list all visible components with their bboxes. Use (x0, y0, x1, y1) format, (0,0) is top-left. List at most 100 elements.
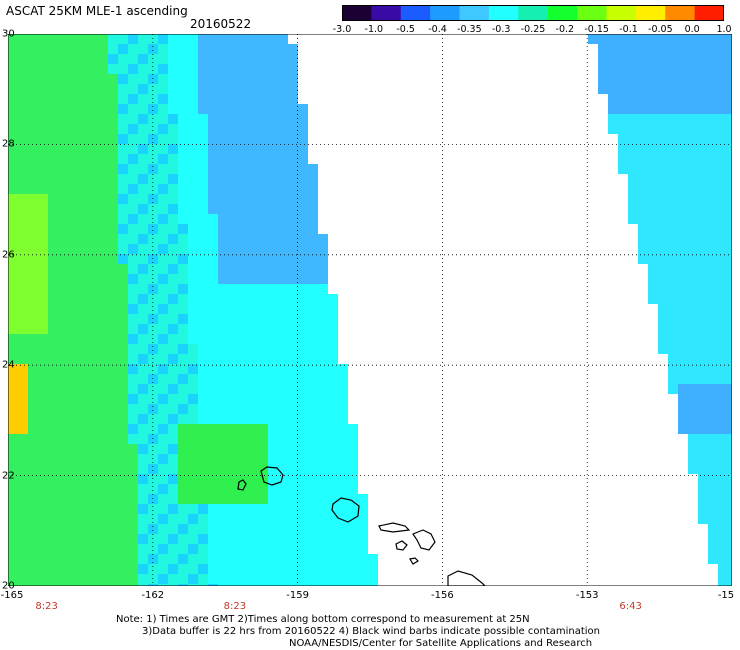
data-cell (698, 384, 708, 394)
data-cell (708, 414, 718, 424)
data-cell (208, 514, 218, 524)
data-cell (648, 184, 658, 194)
data-cell (48, 534, 58, 544)
data-cell (8, 194, 18, 204)
data-cell (158, 194, 168, 204)
data-cell (48, 494, 58, 504)
data-cell (258, 94, 268, 104)
data-cell (158, 144, 168, 154)
data-cell (718, 474, 728, 484)
data-cell (208, 424, 218, 434)
data-cell (28, 304, 38, 314)
data-cell (128, 454, 138, 464)
data-cell (258, 554, 268, 564)
data-cell (278, 534, 288, 544)
data-cell (718, 154, 728, 164)
data-cell (128, 264, 138, 274)
data-cell (348, 484, 358, 494)
data-cell (28, 204, 38, 214)
data-cell (58, 344, 68, 354)
data-cell (198, 334, 208, 344)
data-cell (188, 584, 198, 586)
data-cell (608, 64, 618, 74)
data-cell (328, 524, 338, 534)
data-cell (28, 414, 38, 424)
data-cell (258, 214, 268, 224)
data-cell (38, 284, 48, 294)
data-cell (298, 304, 308, 314)
data-cell (688, 104, 698, 114)
data-cell (108, 584, 118, 586)
data-cell (78, 134, 88, 144)
data-cell (278, 34, 288, 44)
data-cell (698, 64, 708, 74)
data-cell (608, 94, 618, 104)
data-cell (718, 384, 728, 394)
data-cell (668, 284, 678, 294)
data-cell (108, 474, 118, 484)
data-cell (218, 214, 228, 224)
data-cell (718, 44, 728, 54)
data-cell (248, 174, 258, 184)
data-cell (218, 304, 228, 314)
data-cell (128, 574, 138, 584)
data-cell (698, 254, 708, 264)
data-cell (228, 354, 238, 364)
data-cell (248, 34, 258, 44)
data-cell (248, 384, 258, 394)
data-cell (198, 564, 208, 574)
data-cell (28, 254, 38, 264)
data-cell (138, 94, 148, 104)
colorbar-swatch (547, 5, 578, 21)
data-cell (108, 124, 118, 134)
data-cell (618, 124, 628, 134)
data-cell (198, 524, 208, 534)
data-cell (638, 214, 648, 224)
data-cell (58, 104, 68, 114)
data-cell (68, 314, 78, 324)
data-cell (168, 514, 178, 524)
data-cell (678, 264, 688, 274)
data-cell (178, 504, 188, 514)
data-cell (138, 524, 148, 534)
data-cell (78, 574, 88, 584)
data-cell (228, 544, 238, 554)
data-cell (78, 294, 88, 304)
data-cell (188, 344, 198, 354)
data-cell (308, 164, 318, 174)
data-cell (208, 224, 218, 234)
data-cell (318, 234, 328, 244)
data-cell (138, 294, 148, 304)
data-cell (8, 104, 18, 114)
data-cell (218, 274, 228, 284)
data-cell (8, 534, 18, 544)
data-cell (178, 84, 188, 94)
data-cell (668, 304, 678, 314)
colorbar-swatch (488, 5, 519, 21)
data-cell (298, 114, 308, 124)
data-cell (48, 304, 58, 314)
data-cell (88, 274, 98, 284)
data-cell (128, 514, 138, 524)
data-cell (8, 514, 18, 524)
data-cell (678, 384, 688, 394)
data-cell (658, 224, 668, 234)
data-cell (148, 224, 158, 234)
data-cell (48, 394, 58, 404)
data-cell (68, 534, 78, 544)
data-cell (728, 384, 732, 394)
data-cell (278, 214, 288, 224)
data-cell (298, 174, 308, 184)
colorbar-label: -0.4 (428, 24, 447, 35)
data-cell (38, 54, 48, 64)
data-cell (278, 414, 288, 424)
data-cell (218, 394, 228, 404)
data-cell (258, 324, 268, 334)
data-cell (208, 84, 218, 94)
data-cell (268, 384, 278, 394)
data-cell (18, 84, 28, 94)
time-label: 8:23 (223, 601, 247, 612)
data-cell (218, 554, 228, 564)
data-cell (128, 444, 138, 454)
data-cell (308, 174, 318, 184)
